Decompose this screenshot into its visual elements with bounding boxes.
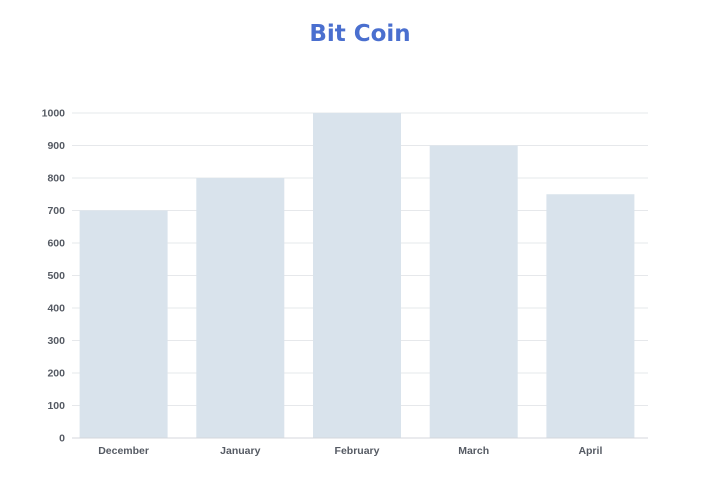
x-tick-label: March (458, 445, 489, 457)
bar-february (313, 113, 401, 438)
x-tick-label: December (98, 445, 149, 457)
chart-title: Bit Coin (309, 21, 410, 47)
y-tick-label: 500 (47, 270, 65, 282)
axis-labels: 0 100 200 300 400 500 600 700 800 900 1000 December… (42, 108, 603, 458)
y-tick-label: 1000 (42, 108, 66, 120)
bars (79, 113, 635, 438)
y-tick-label: 800 (47, 173, 65, 185)
y-tick-label: 400 (47, 303, 65, 315)
y-tick-label: 700 (47, 205, 65, 217)
bar-march (429, 145, 518, 438)
y-tick-label: 900 (47, 140, 65, 152)
y-tick-label: 100 (47, 400, 65, 412)
y-tick-label: 300 (47, 335, 65, 347)
y-tick-label: 200 (47, 368, 65, 380)
x-tick-label: January (220, 445, 260, 457)
bar-january (196, 178, 285, 438)
bar-december (79, 210, 168, 438)
y-tick-label: 600 (47, 238, 65, 250)
y-tick-label: 0 (59, 433, 65, 445)
x-tick-label: February (335, 445, 380, 457)
bar-april (546, 194, 635, 438)
x-tick-label: April (578, 445, 602, 457)
